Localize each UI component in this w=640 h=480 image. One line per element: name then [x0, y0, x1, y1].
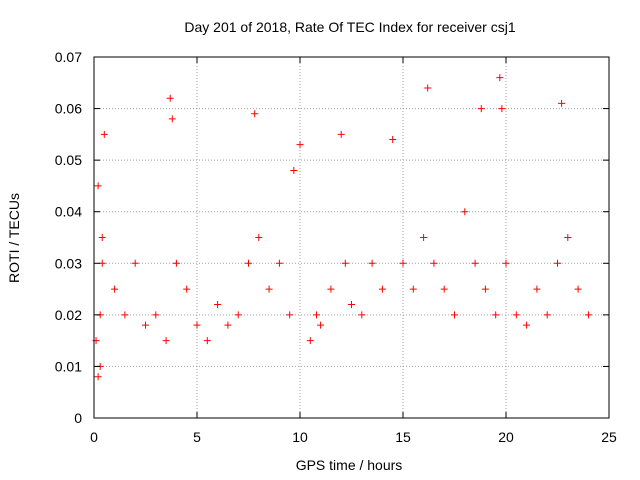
y-tick-label: 0.04 — [55, 204, 82, 220]
data-point — [440, 285, 448, 293]
data-point — [255, 234, 263, 241]
y-tick-label: 0.02 — [55, 307, 82, 323]
data-point — [152, 311, 160, 319]
data-point — [275, 259, 283, 267]
data-point — [574, 285, 582, 293]
data-point — [193, 321, 201, 329]
data-point — [358, 311, 366, 319]
x-tick-label: 10 — [292, 429, 308, 445]
data-points — [92, 74, 592, 381]
data-point — [245, 259, 252, 267]
y-tick-label: 0.05 — [55, 152, 82, 168]
data-point — [98, 234, 106, 241]
data-point — [492, 311, 500, 319]
y-tick-label: 0.06 — [55, 101, 82, 117]
data-point — [461, 208, 469, 216]
x-tick-label: 15 — [395, 429, 411, 445]
y-tick-label: 0 — [74, 410, 82, 426]
data-point — [409, 285, 417, 293]
chart-title: Day 201 of 2018, Rate Of TEC Index for r… — [184, 19, 515, 35]
data-point — [424, 84, 432, 92]
data-point — [543, 311, 551, 319]
data-point — [523, 321, 531, 329]
x-axis-label: GPS time / hours — [296, 457, 403, 473]
data-point — [100, 130, 108, 138]
data-point — [348, 301, 355, 309]
plot-area-frame — [93, 56, 610, 419]
data-point — [131, 259, 139, 267]
data-point — [317, 321, 325, 329]
axis-ticks: 0 5 10 15 20 25 0 0.01 0.02 0.03 0.04 0.05 0.06 0.07 — [55, 49, 617, 445]
y-axis-label: ROTI / TECUs — [6, 193, 22, 283]
data-point — [420, 234, 428, 241]
data-point — [430, 259, 438, 267]
data-point — [306, 337, 314, 345]
data-point — [203, 337, 211, 345]
data-point — [94, 182, 102, 190]
gridlines — [94, 57, 609, 418]
data-point — [481, 285, 489, 293]
data-point — [168, 115, 176, 123]
x-tick-label: 0 — [90, 429, 98, 445]
data-point — [584, 311, 592, 319]
data-point — [477, 105, 485, 113]
data-point — [183, 285, 191, 293]
x-tick-label: 25 — [601, 429, 617, 445]
data-point — [389, 136, 397, 144]
data-point — [142, 321, 149, 329]
data-point — [327, 285, 335, 293]
data-point — [368, 259, 376, 267]
data-point — [234, 311, 242, 319]
data-point — [162, 337, 170, 345]
y-tick-label: 0.07 — [55, 49, 82, 65]
y-tick-label: 0.01 — [55, 358, 82, 374]
data-point — [265, 285, 273, 293]
data-point — [251, 110, 259, 118]
data-point — [166, 94, 174, 102]
data-point — [533, 285, 541, 293]
data-point — [341, 259, 349, 267]
data-point — [451, 311, 458, 319]
data-point — [111, 285, 119, 293]
data-point — [121, 311, 129, 319]
data-point — [286, 311, 294, 319]
data-point — [496, 74, 504, 82]
data-point — [502, 259, 510, 267]
x-tick-label: 20 — [498, 429, 514, 445]
data-point — [214, 301, 222, 309]
data-point — [312, 311, 320, 319]
data-point — [498, 105, 506, 113]
data-point — [554, 259, 561, 267]
data-point — [378, 285, 386, 293]
data-point — [290, 166, 298, 174]
y-tick-label: 0.03 — [55, 255, 82, 271]
data-point — [558, 99, 566, 107]
data-point — [471, 259, 479, 267]
data-point — [337, 130, 345, 138]
x-tick-label: 5 — [193, 429, 201, 445]
data-point — [94, 373, 102, 381]
data-point — [296, 141, 304, 149]
data-point — [224, 321, 232, 329]
data-point — [399, 259, 407, 267]
data-point — [564, 234, 572, 241]
data-point — [172, 259, 180, 267]
data-point — [512, 311, 520, 319]
